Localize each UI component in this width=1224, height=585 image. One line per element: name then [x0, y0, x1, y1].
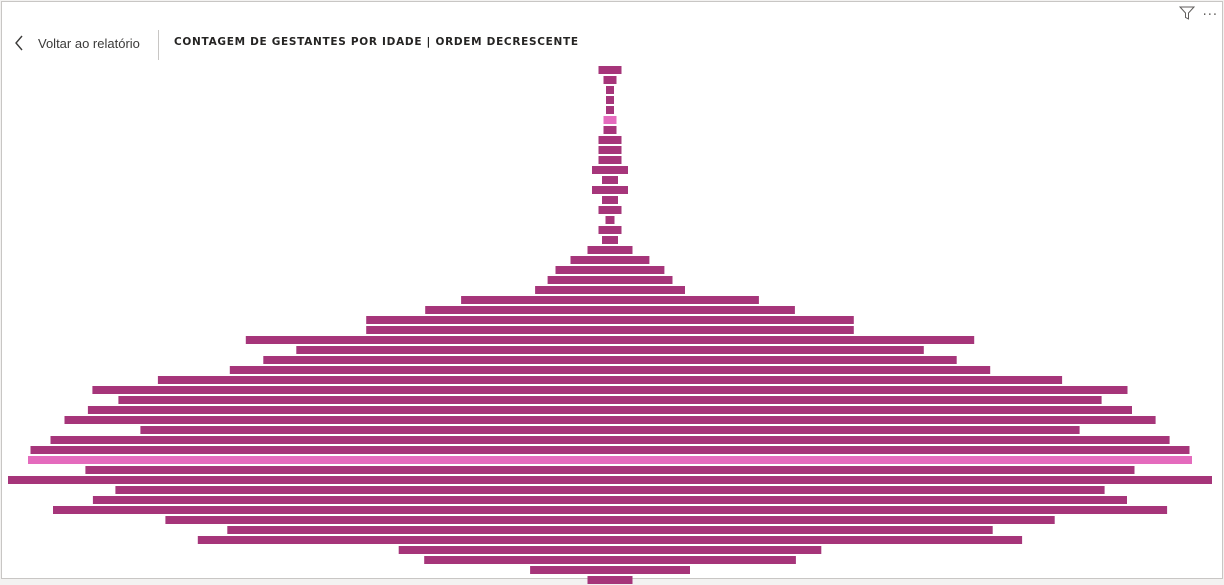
bar[interactable] [227, 526, 993, 534]
bar[interactable] [296, 346, 924, 354]
bar[interactable] [197, 536, 1023, 544]
bar[interactable] [263, 356, 957, 364]
bar[interactable] [605, 216, 615, 224]
bar[interactable] [366, 326, 854, 334]
bar[interactable] [92, 386, 1128, 394]
bar[interactable] [50, 436, 1170, 444]
bar[interactable] [592, 166, 628, 174]
more-options-icon[interactable]: ··· [1202, 7, 1218, 23]
bar[interactable] [598, 136, 622, 144]
bar[interactable] [606, 96, 614, 104]
bar[interactable] [602, 176, 618, 184]
filter-icon[interactable] [1178, 6, 1195, 25]
bar[interactable] [229, 366, 991, 374]
bar[interactable] [366, 316, 854, 324]
back-to-report-button[interactable]: Voltar ao relatório [14, 30, 140, 56]
bar[interactable] [30, 446, 1190, 454]
bar[interactable] [598, 156, 622, 164]
bar[interactable] [602, 196, 618, 204]
bar[interactable] [425, 306, 795, 314]
bar[interactable] [535, 286, 685, 294]
bar[interactable] [603, 76, 617, 84]
bar[interactable] [606, 106, 614, 114]
bar[interactable] [592, 186, 628, 194]
bar[interactable] [424, 556, 796, 564]
bar[interactable] [87, 406, 1132, 414]
visual-title: CONTAGEM DE GESTANTES POR IDADE | ORDEM … [174, 36, 579, 48]
bar[interactable] [603, 126, 617, 134]
bar[interactable] [547, 276, 673, 284]
bar[interactable] [587, 246, 633, 254]
bar[interactable] [461, 296, 759, 304]
bar[interactable] [602, 236, 618, 244]
bar[interactable] [85, 466, 1135, 474]
bar[interactable] [598, 206, 622, 214]
bar[interactable] [64, 416, 1156, 424]
bar[interactable] [530, 566, 690, 574]
bar[interactable] [165, 516, 1055, 524]
bar[interactable] [92, 496, 1127, 504]
bar[interactable] [598, 66, 622, 74]
bar[interactable] [555, 266, 665, 274]
chevron-left-icon [14, 35, 24, 51]
bar[interactable] [28, 456, 1192, 464]
bar[interactable] [598, 226, 622, 234]
bar[interactable] [598, 146, 622, 154]
bar[interactable] [8, 476, 1212, 484]
bar[interactable] [398, 546, 822, 554]
header-divider [158, 30, 159, 60]
bar[interactable] [587, 576, 633, 584]
bar[interactable] [140, 426, 1080, 434]
back-label: Voltar ao relatório [38, 35, 140, 51]
bar[interactable] [245, 336, 975, 344]
bar[interactable] [606, 86, 614, 94]
bar[interactable] [157, 376, 1063, 384]
bar[interactable] [115, 486, 1105, 494]
bar[interactable] [118, 396, 1102, 404]
bar[interactable] [603, 116, 617, 124]
bar[interactable] [53, 506, 1168, 514]
bar[interactable] [570, 256, 650, 264]
visual-header-icons: ··· [1178, 6, 1218, 25]
